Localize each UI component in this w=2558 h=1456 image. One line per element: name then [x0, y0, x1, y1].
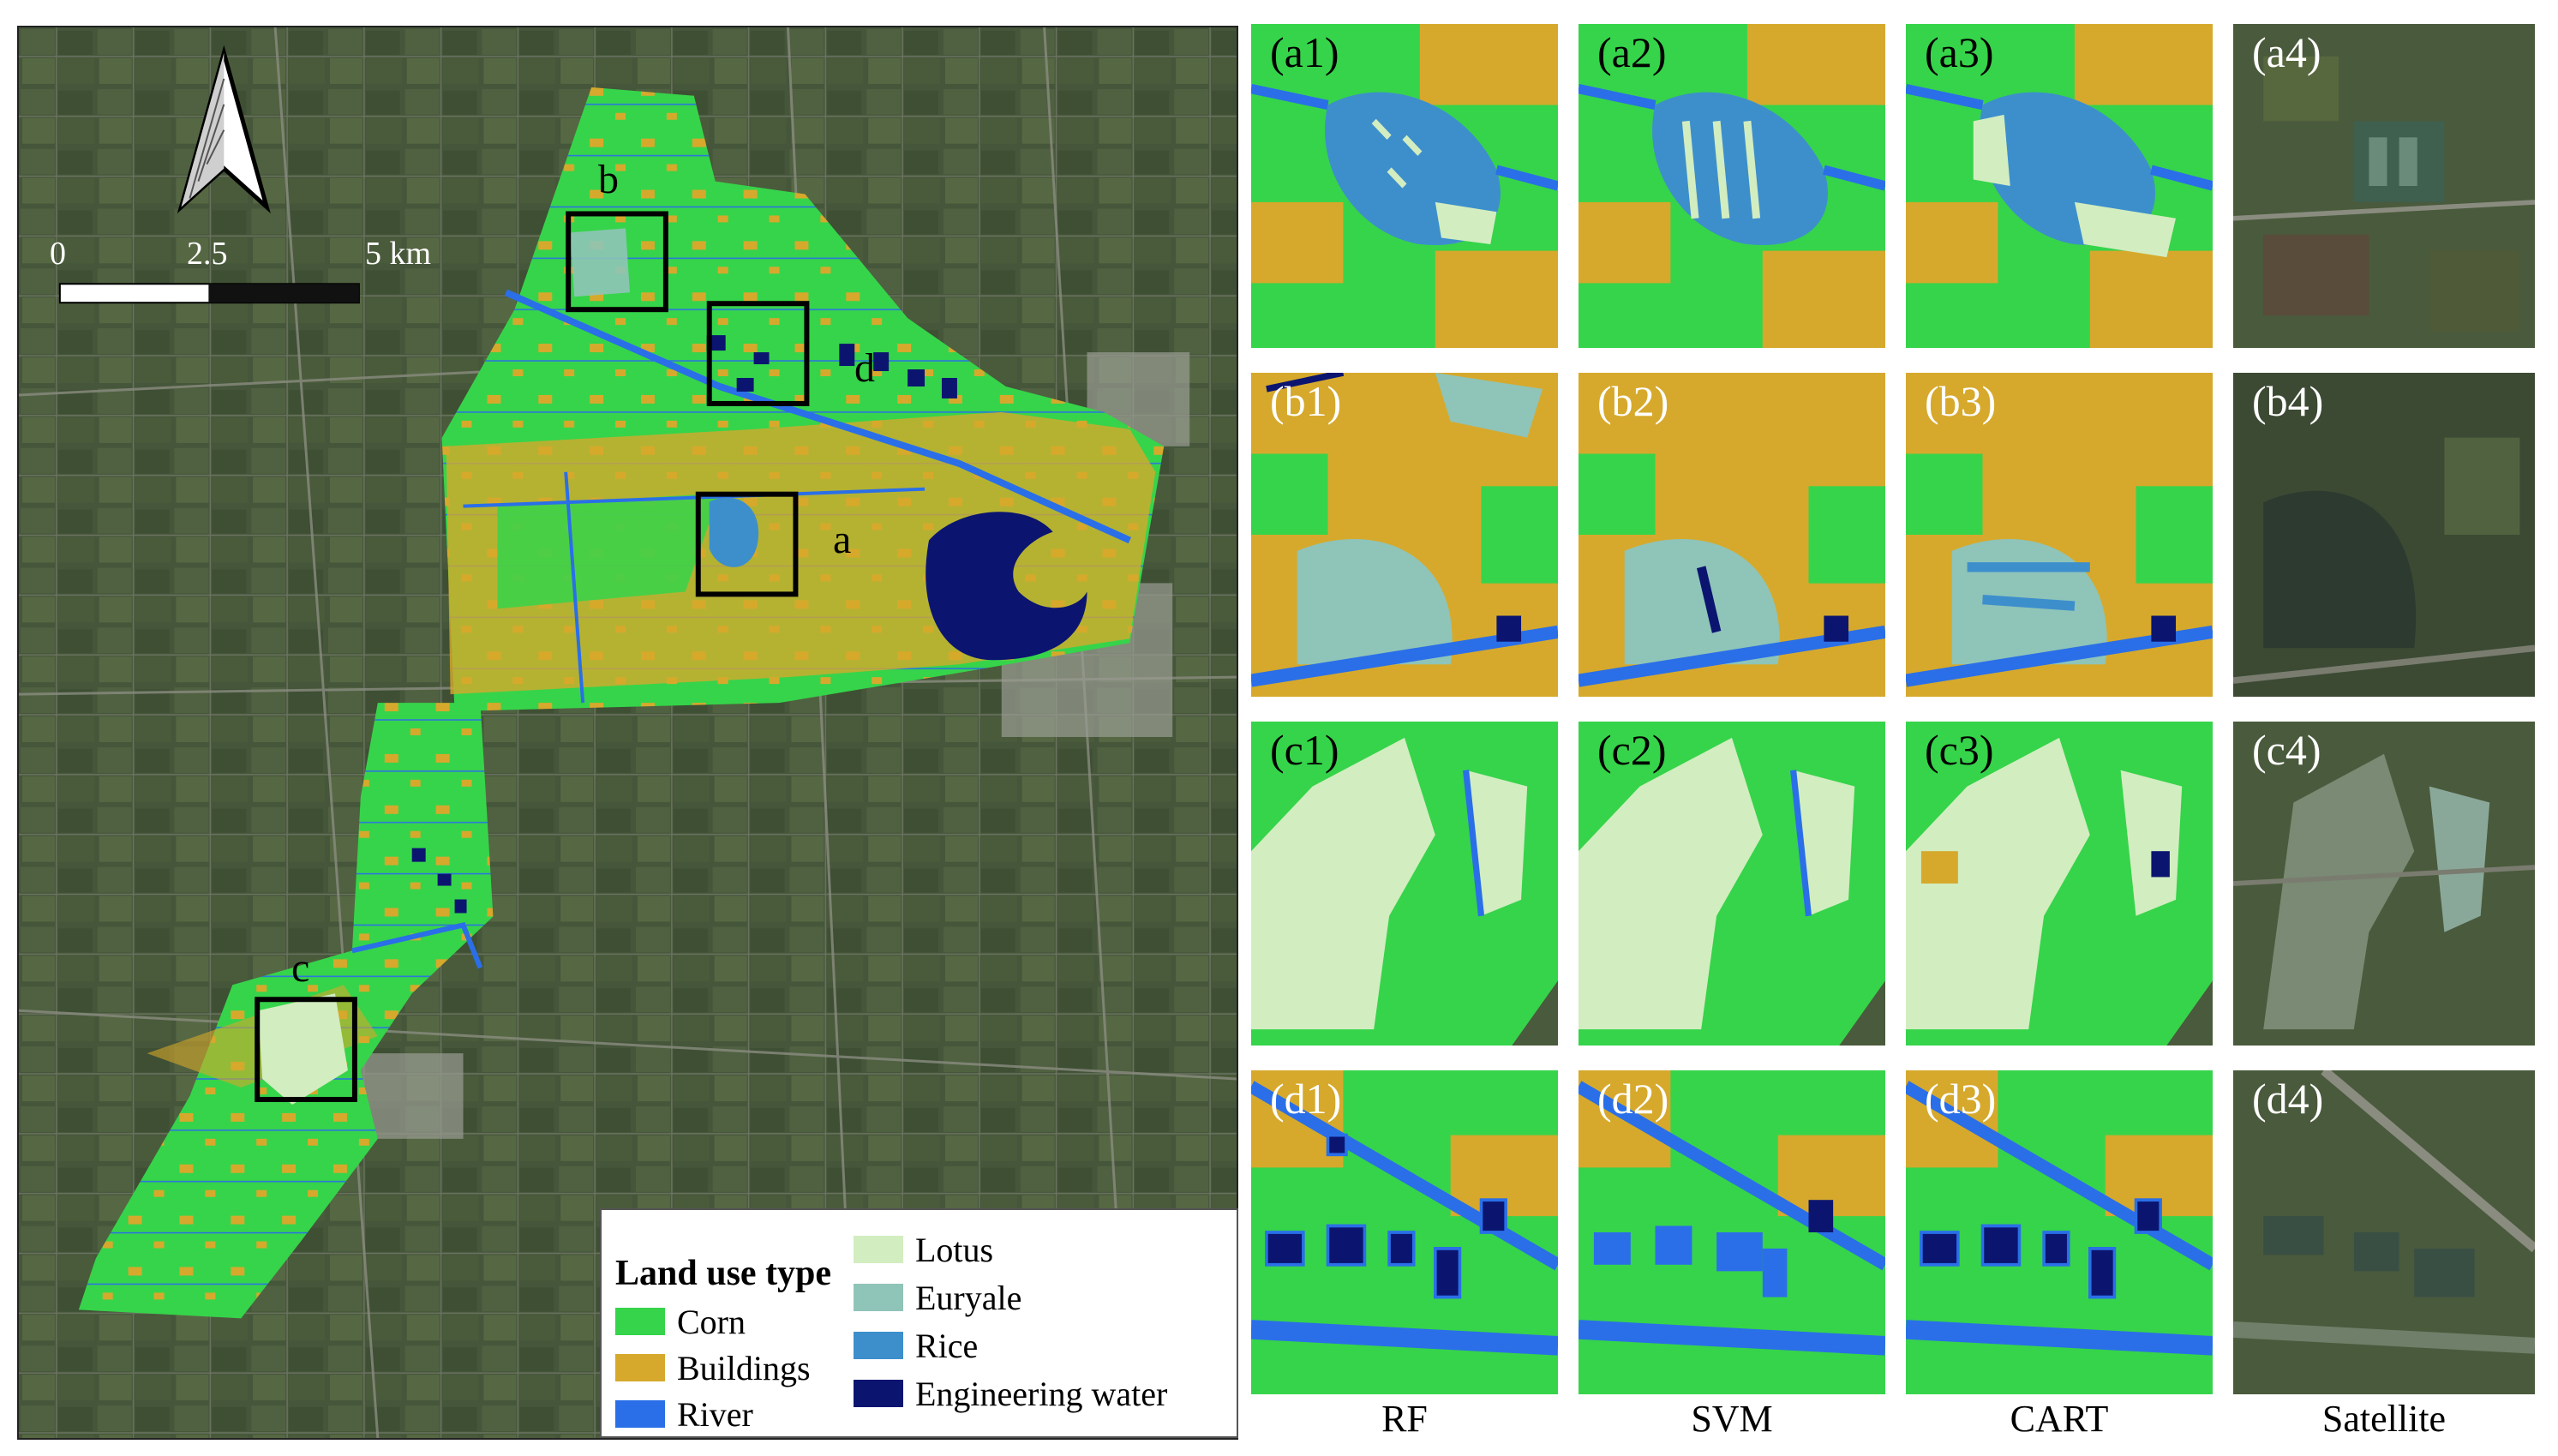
- panel-d1[interactable]: (d1): [1251, 1070, 1558, 1394]
- legend-swatch-euryale: [854, 1284, 903, 1311]
- north-arrow-icon: [177, 45, 271, 214]
- panel-b4[interactable]: (b4): [2233, 373, 2535, 697]
- zoom-box-c[interactable]: [255, 997, 357, 1102]
- legend-item-buildings: Buildings: [615, 1349, 811, 1387]
- scale-bar: [58, 283, 360, 304]
- panel-a1[interactable]: (a1): [1251, 24, 1558, 348]
- column-label-cart: CART: [2010, 1398, 2109, 1440]
- panel-a4[interactable]: (a4): [2233, 24, 2535, 348]
- panel-label: (d1): [1270, 1075, 1342, 1123]
- classification-map: [1906, 24, 2213, 348]
- classification-map: [1579, 722, 1885, 1046]
- legend-swatch-river: [615, 1400, 665, 1428]
- satellite-image: [2233, 24, 2535, 348]
- classification-map: [1251, 24, 1558, 348]
- panel-b2[interactable]: (b2): [1579, 373, 1885, 697]
- panel-label: (c2): [1597, 726, 1667, 774]
- satellite-image: [2233, 1070, 2535, 1394]
- zoom-boxes: [255, 211, 810, 1102]
- panel-d2[interactable]: (d2): [1579, 1070, 1885, 1394]
- satellite-image: [2233, 722, 2535, 1046]
- scale-label-5km: 5 km: [365, 236, 432, 272]
- panel-label: (b1): [1270, 377, 1342, 425]
- panel-b3[interactable]: (b3): [1906, 373, 2213, 697]
- overview-map[interactable]: 0 2.5 5 km b d a c: [17, 26, 1238, 1440]
- panel-c1[interactable]: (c1): [1251, 722, 1558, 1046]
- column-label-satellite: Satellite: [2321, 1398, 2447, 1440]
- classification-map: [1906, 722, 2213, 1046]
- legend-item-river: River: [615, 1394, 753, 1434]
- legend-swatch-corn: [615, 1308, 665, 1335]
- panel-d3[interactable]: (d3): [1906, 1070, 2213, 1394]
- legend-label: Lotus: [915, 1230, 994, 1269]
- panel-d4[interactable]: (d4): [2233, 1070, 2535, 1394]
- legend-item-corn: Corn: [615, 1302, 746, 1341]
- legend-item-rice: Rice: [854, 1326, 979, 1365]
- panel-label: (d2): [1597, 1075, 1669, 1123]
- panel-a2[interactable]: (a2): [1579, 24, 1885, 348]
- legend-label: Engineering water: [915, 1374, 1168, 1413]
- panel-label: (a1): [1270, 28, 1339, 76]
- scale-label-0: 0: [50, 236, 66, 272]
- zoom-label-b: b: [598, 157, 619, 202]
- legend-label: Rice: [915, 1326, 979, 1365]
- legend-label: Corn: [677, 1302, 746, 1341]
- classification-map: [1251, 373, 1558, 697]
- panel-label: (b2): [1597, 377, 1669, 425]
- legend-item-engineering-water: Engineering water: [854, 1374, 1168, 1413]
- legend-item-lotus: Lotus: [854, 1230, 994, 1269]
- classification-map: [1906, 1070, 2213, 1394]
- legend-label: Euryale: [915, 1278, 1022, 1317]
- classification-map: [1906, 373, 2213, 697]
- classification-map: [1251, 722, 1558, 1046]
- column-label-svm: SVM: [1691, 1398, 1773, 1440]
- scale-label-2-5: 2.5: [187, 236, 228, 272]
- overview-map-svg: [19, 27, 1237, 1438]
- zoom-label-d: d: [854, 345, 875, 391]
- zoom-box-d[interactable]: [706, 301, 810, 406]
- legend-label: Buildings: [677, 1348, 811, 1387]
- panel-c2[interactable]: (c2): [1579, 722, 1885, 1046]
- legend-swatch-lotus: [854, 1236, 903, 1263]
- legend-swatch-rice: [854, 1332, 903, 1359]
- column-label-rf: RF: [1381, 1398, 1428, 1440]
- legend-swatch-buildings: [615, 1354, 665, 1381]
- panel-b1[interactable]: (b1): [1251, 373, 1558, 697]
- panel-label: (a4): [2252, 28, 2321, 76]
- classification-map: [1579, 24, 1885, 348]
- panel-c3[interactable]: (c3): [1906, 722, 2213, 1046]
- panel-label: (c4): [2252, 726, 2321, 774]
- legend: Land use type Corn Buildings River Lotus…: [600, 1208, 1238, 1438]
- panel-label: (c1): [1270, 726, 1339, 774]
- panel-c4[interactable]: (c4): [2233, 722, 2535, 1046]
- panel-label: (d3): [1925, 1075, 1997, 1123]
- classification-map: [1251, 1070, 1558, 1394]
- zoom-label-a: a: [833, 517, 852, 562]
- panel-label: (a2): [1597, 28, 1667, 76]
- study-area-south: [78, 703, 494, 1319]
- zoom-box-b[interactable]: [566, 211, 668, 313]
- zoom-box-a[interactable]: [695, 491, 799, 597]
- panel-label: (a3): [1925, 28, 1994, 76]
- panel-label: (b3): [1925, 377, 1997, 425]
- legend-item-euryale: Euryale: [854, 1278, 1022, 1317]
- legend-title: Land use type: [615, 1254, 832, 1293]
- legend-swatch-engineering-water: [854, 1380, 903, 1407]
- panel-label: (c3): [1925, 726, 1994, 774]
- study-area-north: [441, 87, 1165, 712]
- zoom-label-c: c: [291, 945, 310, 991]
- satellite-image: [2233, 373, 2535, 697]
- panel-a3[interactable]: (a3): [1906, 24, 2213, 348]
- panel-label: (d4): [2252, 1075, 2324, 1123]
- panel-label: (b4): [2252, 377, 2324, 425]
- classification-map: [1579, 373, 1885, 697]
- classification-map: [1579, 1070, 1885, 1394]
- legend-label: River: [677, 1394, 753, 1434]
